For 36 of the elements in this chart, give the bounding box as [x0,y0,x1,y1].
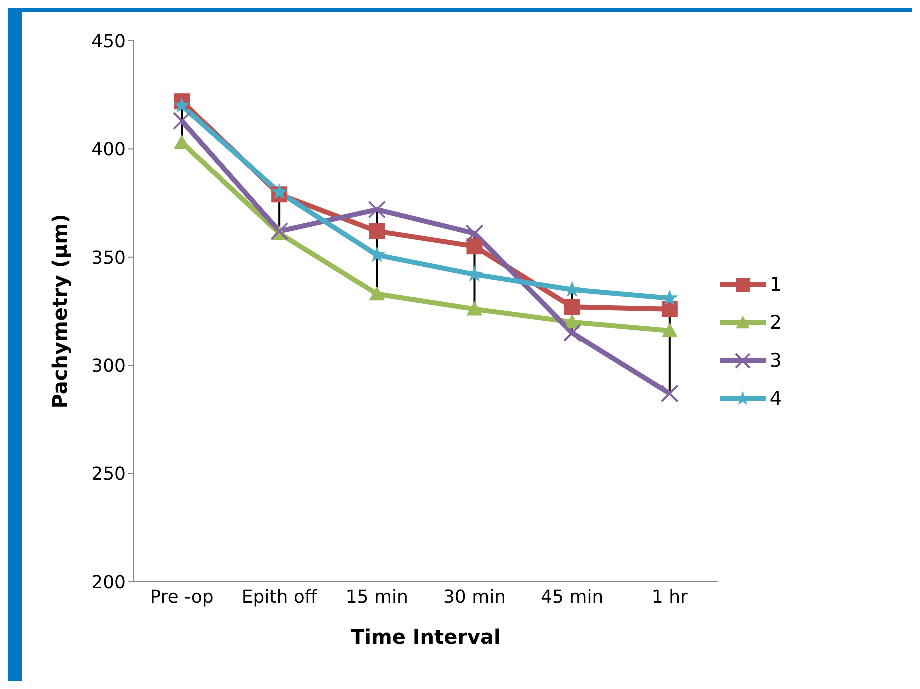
x-axis-title: Time Interval [350,625,501,649]
point [271,184,288,200]
point [368,246,386,262]
point [369,223,386,240]
y-tick-label: 250 [92,464,126,486]
legend-label: 4 [770,388,782,410]
page-frame: 1 2 3 4 Pre -op Epith off 15 min 30 min 45 min 1 hr Time Interval 200 250 300 350 400 450 Pachymetry (µm) [8,8,912,681]
point [564,299,580,316]
y-tick-label: 200 [92,572,126,594]
point [466,301,483,316]
point [270,222,289,240]
x-tick-label: 15 min [346,586,408,608]
point [662,322,678,338]
legend-label: 3 [770,350,782,372]
point [173,112,191,130]
x-tick-label: 30 min [443,586,506,608]
legend-label: 1 [770,274,782,296]
y-tick-label: 450 [92,31,126,52]
y-tick-label: 300 [92,356,126,377]
point [368,200,386,219]
x-tick-label: Pre -op [150,586,214,608]
point [466,224,484,243]
x-tick-label: 45 min [541,586,604,608]
y-axis-title: Pachymetry (µm) [48,214,72,409]
point [662,301,678,318]
x-tick-label: 1 hr [652,586,688,608]
point [174,97,190,114]
point [174,134,190,150]
y-tick-label: 350 [92,248,126,269]
point [369,286,386,301]
x-tick-label: Epith off [242,586,318,608]
y-tick-label: 400 [92,140,126,161]
legend-label: 2 [770,312,782,334]
point [563,324,582,342]
point [466,238,483,255]
point [660,384,679,403]
